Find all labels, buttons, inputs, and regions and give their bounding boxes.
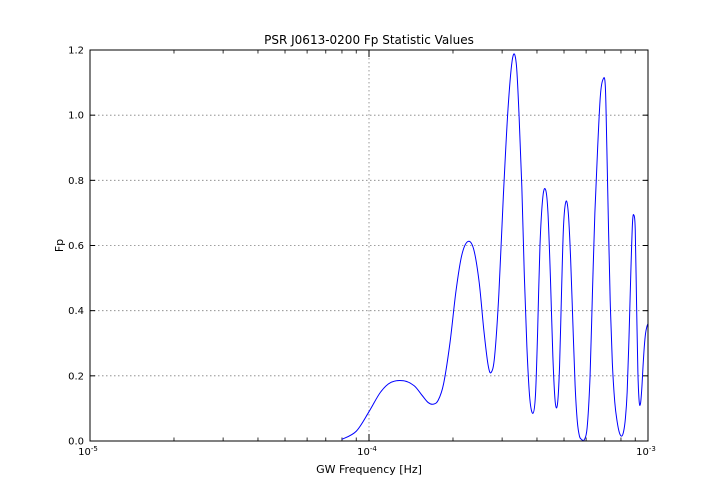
x-tick-label: 10-4 [357,445,377,458]
x-tick-exponent: -3 [649,445,656,453]
x-tick-base: 10 [357,447,370,458]
y-tick-label: 0.8 [68,176,84,187]
y-tick-label: 0.2 [68,371,84,382]
x-tick-base: 10 [78,447,91,458]
x-tick-label: 10-5 [78,445,98,458]
y-tick-label: 1.2 [68,46,84,57]
x-tick-exponent: -5 [91,445,98,453]
x-tick-exponent: -4 [370,445,378,453]
plot-area [341,53,648,441]
chart-title: PSR J0613-0200 Fp Statistic Values [264,33,474,47]
y-axis-label: Fp [53,239,66,252]
y-tick-label: 0.0 [68,437,84,448]
fp-series-line [341,53,648,441]
x-tick-base: 10 [636,447,649,458]
x-axis-label: GW Frequency [Hz] [316,463,422,476]
y-tick-label: 1.0 [68,111,84,122]
grid-lines [90,50,648,441]
y-tick-label: 0.4 [68,306,84,317]
plot-frame [89,49,649,442]
x-tick-label: 10-3 [636,445,656,458]
y-tick-label: 0.6 [68,241,84,252]
tick-labels: 0.00.20.40.60.81.01.210-5 10-4 10-3 [68,46,656,459]
